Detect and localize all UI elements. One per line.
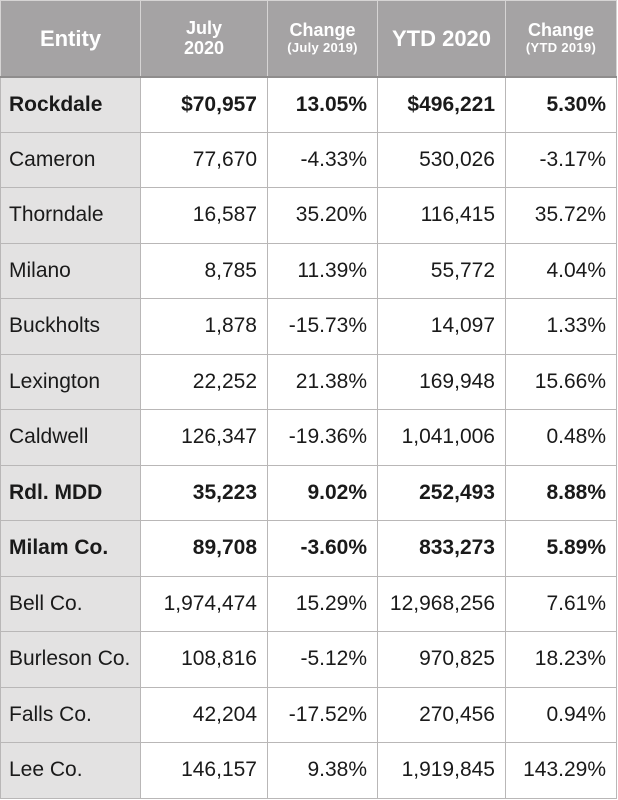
cell-change-july: 9.02% bbox=[267, 464, 378, 521]
cell-change-july: 35.20% bbox=[267, 187, 378, 244]
header-july-line1: July bbox=[185, 17, 223, 38]
header-change-july-line2: (July 2019) bbox=[287, 40, 358, 56]
cell-entity: Caldwell bbox=[0, 409, 141, 466]
cell-july-2020: 126,347 bbox=[140, 409, 268, 466]
cell-change-july: 15.29% bbox=[267, 575, 378, 632]
cell-change-july: -5.12% bbox=[267, 631, 378, 688]
table-row: Bell Co. 1,974,474 15.29% 12,968,256 7.61% bbox=[0, 575, 617, 632]
cell-change-ytd: 5.30% bbox=[505, 75, 617, 133]
table-row: Thorndale 16,587 35.20% 116,415 35.72% bbox=[0, 187, 617, 244]
table-row: Caldwell 126,347 -19.36% 1,041,006 0.48% bbox=[0, 409, 617, 466]
cell-ytd-2020: 970,825 bbox=[377, 631, 506, 688]
cell-july-2020: 146,157 bbox=[140, 742, 268, 799]
cell-july-2020: 16,587 bbox=[140, 187, 268, 244]
table-row: Lee Co. 146,157 9.38% 1,919,845 143.29% bbox=[0, 742, 617, 799]
header-ytd-2020: YTD 2020 bbox=[377, 0, 506, 77]
cell-change-ytd: 4.04% bbox=[505, 242, 617, 299]
cell-change-july: 13.05% bbox=[267, 75, 378, 133]
header-entity: Entity bbox=[0, 0, 141, 77]
cell-july-2020: 1,974,474 bbox=[140, 575, 268, 632]
header-july-2020: July 2020 bbox=[140, 0, 268, 77]
table-header: Entity July 2020 Change (July 2019) YTD … bbox=[0, 0, 617, 77]
cell-ytd-2020: 252,493 bbox=[377, 464, 506, 521]
cell-change-july: 21.38% bbox=[267, 353, 378, 410]
cell-entity: Buckholts bbox=[0, 298, 141, 355]
header-change-ytd: Change (YTD 2019) bbox=[505, 0, 617, 77]
cell-ytd-2020: $496,221 bbox=[377, 75, 506, 133]
table-row: Buckholts 1,878 -15.73% 14,097 1.33% bbox=[0, 298, 617, 355]
header-entity-label: Entity bbox=[39, 25, 102, 51]
cell-july-2020: 108,816 bbox=[140, 631, 268, 688]
cell-ytd-2020: 1,041,006 bbox=[377, 409, 506, 466]
cell-entity: Lexington bbox=[0, 353, 141, 410]
cell-change-ytd: 143.29% bbox=[505, 742, 617, 799]
cell-change-july: 11.39% bbox=[267, 242, 378, 299]
cell-ytd-2020: 530,026 bbox=[377, 131, 506, 188]
table-row: Cameron 77,670 -4.33% 530,026 -3.17% bbox=[0, 131, 617, 188]
cell-change-ytd: 0.48% bbox=[505, 409, 617, 466]
cell-change-july: -3.60% bbox=[267, 520, 378, 577]
header-change-july-line1: Change bbox=[289, 20, 356, 41]
cell-change-july: -15.73% bbox=[267, 298, 378, 355]
cell-ytd-2020: 833,273 bbox=[377, 520, 506, 577]
cell-change-ytd: 35.72% bbox=[505, 187, 617, 244]
cell-ytd-2020: 55,772 bbox=[377, 242, 506, 299]
header-change-ytd-line1: Change bbox=[527, 20, 594, 41]
header-row: Entity July 2020 Change (July 2019) YTD … bbox=[0, 0, 617, 77]
cell-entity: Bell Co. bbox=[0, 575, 141, 632]
cell-change-ytd: 0.94% bbox=[505, 686, 617, 743]
cell-change-ytd: 1.33% bbox=[505, 298, 617, 355]
cell-entity: Rockdale bbox=[0, 75, 141, 133]
cell-change-ytd: 8.88% bbox=[505, 464, 617, 521]
table-row: Rockdale $70,957 13.05% $496,221 5.30% bbox=[0, 75, 617, 133]
cell-change-ytd: 5.89% bbox=[505, 520, 617, 577]
cell-entity: Rdl. MDD bbox=[0, 464, 141, 521]
cell-july-2020: 35,223 bbox=[140, 464, 268, 521]
header-change-july: Change (July 2019) bbox=[267, 0, 378, 77]
header-change-ytd-line2: (YTD 2019) bbox=[525, 40, 597, 56]
table-row: Lexington 22,252 21.38% 169,948 15.66% bbox=[0, 353, 617, 410]
cell-entity: Cameron bbox=[0, 131, 141, 188]
cell-ytd-2020: 270,456 bbox=[377, 686, 506, 743]
table-body: Rockdale $70,957 13.05% $496,221 5.30% Camero… bbox=[0, 75, 617, 799]
cell-july-2020: $70,957 bbox=[140, 75, 268, 133]
table-row: Falls Co. 42,204 -17.52% 270,456 0.94% bbox=[0, 686, 617, 743]
header-ytd-label: YTD 2020 bbox=[391, 25, 492, 51]
cell-july-2020: 77,670 bbox=[140, 131, 268, 188]
cell-july-2020: 42,204 bbox=[140, 686, 268, 743]
cell-entity: Milam Co. bbox=[0, 520, 141, 577]
cell-entity: Lee Co. bbox=[0, 742, 141, 799]
table-row: Milam Co. 89,708 -3.60% 833,273 5.89% bbox=[0, 520, 617, 577]
cell-ytd-2020: 116,415 bbox=[377, 187, 506, 244]
cell-july-2020: 1,878 bbox=[140, 298, 268, 355]
cell-ytd-2020: 14,097 bbox=[377, 298, 506, 355]
cell-change-july: 9.38% bbox=[267, 742, 378, 799]
cell-change-ytd: 15.66% bbox=[505, 353, 617, 410]
cell-entity: Thorndale bbox=[0, 187, 141, 244]
header-july-line2: 2020 bbox=[183, 38, 225, 59]
table-row: Milano 8,785 11.39% 55,772 4.04% bbox=[0, 242, 617, 299]
cell-entity: Falls Co. bbox=[0, 686, 141, 743]
cell-ytd-2020: 1,919,845 bbox=[377, 742, 506, 799]
table-row: Burleson Co. 108,816 -5.12% 970,825 18.23% bbox=[0, 631, 617, 688]
cell-july-2020: 22,252 bbox=[140, 353, 268, 410]
cell-change-july: -19.36% bbox=[267, 409, 378, 466]
cell-july-2020: 8,785 bbox=[140, 242, 268, 299]
table-row: Rdl. MDD 35,223 9.02% 252,493 8.88% bbox=[0, 464, 617, 521]
cell-change-july: -4.33% bbox=[267, 131, 378, 188]
cell-ytd-2020: 169,948 bbox=[377, 353, 506, 410]
cell-ytd-2020: 12,968,256 bbox=[377, 575, 506, 632]
cell-july-2020: 89,708 bbox=[140, 520, 268, 577]
cell-entity: Burleson Co. bbox=[0, 631, 141, 688]
cell-change-ytd: -3.17% bbox=[505, 131, 617, 188]
cell-change-ytd: 7.61% bbox=[505, 575, 617, 632]
cell-change-ytd: 18.23% bbox=[505, 631, 617, 688]
cell-entity: Milano bbox=[0, 242, 141, 299]
cell-change-july: -17.52% bbox=[267, 686, 378, 743]
